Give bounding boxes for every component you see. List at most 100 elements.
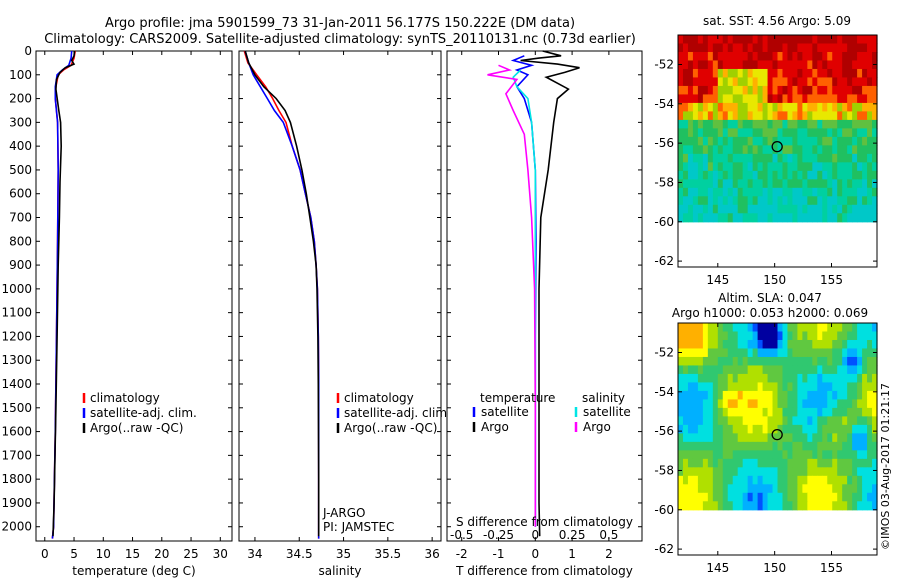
map-cell [802, 213, 808, 223]
map-cell [682, 162, 689, 172]
map-cell [852, 35, 858, 45]
map-cell [742, 365, 749, 375]
map-cell [752, 424, 759, 434]
map-cell [862, 204, 868, 214]
map-cell [742, 450, 749, 460]
map-cell [722, 77, 729, 87]
map-cell [847, 77, 853, 87]
map-cell [792, 102, 798, 113]
temperature-panel: 0100200300400500600700800900100011001200… [1, 44, 233, 578]
map-cell [847, 111, 853, 121]
map-cell [772, 179, 779, 189]
map-cell [702, 441, 709, 451]
map-cell [762, 85, 769, 96]
map-cell [772, 213, 779, 223]
map-cell [822, 382, 828, 392]
map-cell [807, 373, 813, 384]
map-cell [862, 458, 868, 468]
map-cell [832, 136, 838, 146]
map-cell [678, 77, 684, 87]
map-cell [862, 407, 868, 417]
map-cell [777, 204, 784, 214]
map-cell [777, 407, 784, 417]
x-tick-label: 2 [605, 547, 613, 561]
map-cell [702, 331, 709, 341]
map-cell [857, 179, 863, 189]
map-cell [772, 60, 779, 70]
map-cell [802, 467, 808, 477]
map-cell [732, 407, 739, 417]
map-cell [732, 416, 739, 426]
map-cell [812, 102, 818, 113]
map-cell [822, 128, 828, 138]
map-cell [772, 102, 779, 113]
map-cell [717, 331, 724, 341]
map-cell [772, 331, 779, 341]
x-tick-label: 145 [706, 561, 729, 575]
map-cell [692, 339, 699, 350]
series-line [244, 50, 320, 537]
map-cell [702, 111, 709, 121]
map-cell [772, 128, 779, 138]
y-tick-label: 1000 [1, 282, 32, 296]
map-cell [782, 136, 789, 146]
map-cell [687, 51, 694, 62]
map-cell [737, 348, 744, 358]
map-cell [872, 35, 878, 45]
map-cell [682, 111, 689, 121]
map-cell [762, 170, 769, 180]
map-cell [792, 128, 798, 138]
map-cell [752, 68, 759, 79]
map-cell [782, 128, 789, 138]
map-cell [807, 85, 813, 96]
y-tick-label: -58 [654, 463, 674, 477]
map-cell [837, 492, 843, 502]
map-cell [762, 94, 769, 104]
map-cell [757, 365, 764, 375]
map-cell [757, 467, 764, 477]
map-cell [782, 458, 789, 468]
map-cell [697, 331, 704, 341]
map-cell [802, 51, 808, 62]
map-cell [702, 356, 709, 367]
map-cell [777, 467, 784, 477]
map-cell [827, 492, 833, 502]
map-cell [747, 128, 754, 138]
map-cell [787, 162, 794, 172]
sec-tick-label: 0.25 [559, 528, 586, 542]
map-cell [752, 162, 759, 172]
map-cell [737, 467, 744, 477]
map-cell [752, 356, 759, 367]
map-cell [817, 102, 823, 113]
map-cell [737, 187, 744, 197]
map-cell [797, 162, 803, 172]
map-cell [797, 145, 803, 155]
map-cell [777, 94, 784, 104]
map-cell [857, 51, 863, 62]
map-cell [727, 348, 734, 358]
map-cell [817, 382, 823, 392]
map-cell [817, 390, 823, 401]
map-cell [867, 450, 873, 460]
map-cell [732, 433, 739, 443]
map-cell [712, 373, 719, 384]
map-cell [697, 475, 704, 485]
map-cell [822, 102, 828, 113]
map-cell [747, 331, 754, 341]
map-cell [792, 68, 798, 79]
map-cell [827, 170, 833, 180]
map-cell [722, 467, 729, 477]
map-cell [747, 85, 754, 96]
map-cell [697, 390, 704, 401]
map-cell [687, 170, 694, 180]
map-cell [842, 51, 848, 62]
map-cell [842, 68, 848, 79]
map-cell [687, 68, 694, 79]
map-cell [737, 136, 744, 146]
map-cell [822, 77, 828, 87]
map-cell [792, 323, 798, 333]
map-cell [867, 475, 873, 485]
map-cell [837, 441, 843, 451]
map-cell [772, 196, 779, 206]
map-cell [777, 187, 784, 197]
